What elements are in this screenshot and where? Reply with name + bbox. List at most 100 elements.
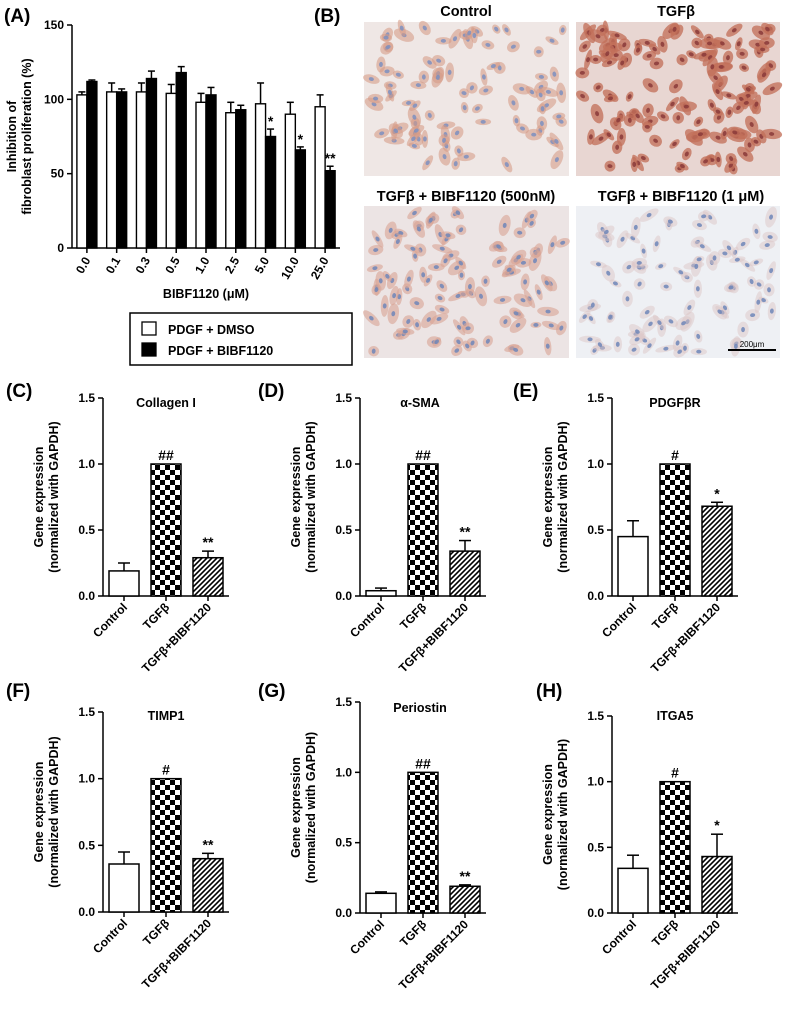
cell-nucleus — [559, 90, 564, 96]
cell-nucleus — [644, 40, 650, 45]
cell-nucleus — [459, 272, 464, 278]
cell-nucleus — [699, 244, 705, 249]
x-tick-label: Control — [599, 600, 639, 640]
cell-nucleus — [683, 345, 687, 351]
cell-nucleus — [764, 40, 770, 45]
cell-nucleus — [372, 96, 379, 101]
cell-nucleus — [635, 113, 640, 119]
cell-nucleus — [554, 157, 559, 163]
cell-nucleus — [659, 325, 664, 331]
cell-nucleus — [514, 118, 519, 124]
bar — [108, 863, 140, 913]
cell-nucleus — [625, 296, 630, 302]
cell-nucleus — [620, 60, 625, 66]
cell-nucleus — [499, 298, 506, 302]
cell-nucleus — [582, 314, 587, 319]
cell-nucleus — [733, 249, 738, 255]
cell-nucleus — [740, 241, 746, 247]
cell-nucleus — [540, 106, 545, 112]
significance-label: # — [162, 762, 170, 778]
cell-nucleus — [482, 74, 486, 80]
cell-nucleus — [679, 57, 685, 62]
cell-nucleus — [503, 319, 508, 325]
x-tick-label: 0.0 — [73, 254, 94, 276]
cell-nucleus — [626, 264, 632, 270]
cell-nucleus — [520, 298, 526, 303]
cell-nucleus — [612, 281, 618, 286]
cell-nucleus — [675, 340, 680, 346]
cell-nucleus — [641, 248, 646, 254]
cell-nucleus — [633, 224, 638, 230]
cell-nucleus — [670, 101, 675, 107]
cell-nucleus — [496, 244, 501, 249]
y-axis-title-line: Gene expression — [541, 764, 555, 865]
cell-nucleus — [453, 161, 458, 167]
cell-nucleus — [558, 119, 564, 124]
legend-box — [129, 312, 353, 366]
significance-label: ** — [460, 868, 471, 884]
cell-nucleus — [688, 52, 694, 57]
cell-nucleus — [756, 299, 761, 305]
cell-nucleus — [722, 251, 728, 256]
y-axis-title-line: fibroblast proliferation (%) — [20, 58, 34, 214]
cell-nucleus — [402, 329, 408, 334]
cell-nucleus — [520, 126, 526, 131]
cell-nucleus — [531, 132, 537, 137]
micrograph-title-control: Control — [440, 4, 492, 20]
gene-panel-periostin: (G)Periostin0.00.51.01.5Control##TGFβ**T… — [258, 681, 486, 992]
cell-nucleus — [379, 131, 385, 136]
micrograph-tgfb: TGFβ — [575, 4, 783, 176]
cell-nucleus — [485, 42, 491, 47]
panel-label: (F) — [6, 681, 30, 702]
gene-panel--sma: (D)α-SMA0.00.51.01.5Control##TGFβ**TGFβ+… — [258, 381, 486, 675]
cell-nucleus — [672, 26, 677, 32]
cell-nucleus — [620, 236, 625, 242]
cell-nucleus — [749, 278, 754, 285]
cell-nucleus — [427, 112, 432, 118]
cell-nucleus — [750, 313, 756, 318]
cell-nucleus — [676, 115, 681, 121]
cell-nucleus — [742, 151, 748, 157]
panel-a-label: (A) — [4, 6, 30, 27]
cell-nucleus — [539, 120, 544, 127]
bar — [135, 91, 148, 249]
significance-label: ** — [325, 150, 336, 166]
cell-nucleus — [683, 104, 689, 109]
y-axis-title: Gene expression(normalized with GAPDH) — [541, 421, 570, 572]
cell-nucleus — [734, 257, 740, 262]
cell-nucleus — [513, 311, 519, 316]
y-tick-label: 0.0 — [587, 589, 604, 603]
y-axis-title-line: Gene expression — [289, 757, 303, 858]
cell-nucleus — [764, 243, 770, 247]
bar — [407, 463, 439, 597]
cell-nucleus — [452, 36, 458, 42]
cell-nucleus — [435, 74, 440, 80]
cell-nucleus — [529, 220, 534, 226]
cell-nucleus — [726, 55, 730, 61]
cell-nucleus — [622, 42, 627, 48]
cell-nucleus — [548, 323, 554, 328]
cell-nucleus — [627, 94, 632, 100]
cell-nucleus — [678, 270, 684, 275]
cell-nucleus — [696, 333, 701, 339]
cell-nucleus — [696, 223, 703, 228]
cell-nucleus — [412, 114, 417, 120]
y-tick-label: 1.5 — [78, 705, 95, 719]
cell-nucleus — [672, 141, 677, 147]
cell-nucleus — [544, 280, 549, 286]
cell-nucleus — [713, 75, 718, 81]
cell-nucleus — [606, 132, 612, 138]
cell-nucleus — [425, 277, 431, 283]
micrograph-bibf-1um-cells — [578, 206, 778, 358]
cell-nucleus — [684, 151, 689, 157]
bar — [205, 94, 217, 249]
bar — [192, 556, 224, 597]
cell-nucleus — [695, 286, 700, 292]
cell-nucleus — [647, 343, 652, 348]
cell-nucleus — [616, 117, 621, 123]
cell-nucleus — [375, 236, 380, 242]
cell-nucleus — [411, 136, 416, 142]
bar — [407, 771, 439, 914]
y-axis-title: Gene expression(normalized with GAPDH) — [32, 736, 61, 887]
cell-nucleus — [428, 217, 433, 223]
